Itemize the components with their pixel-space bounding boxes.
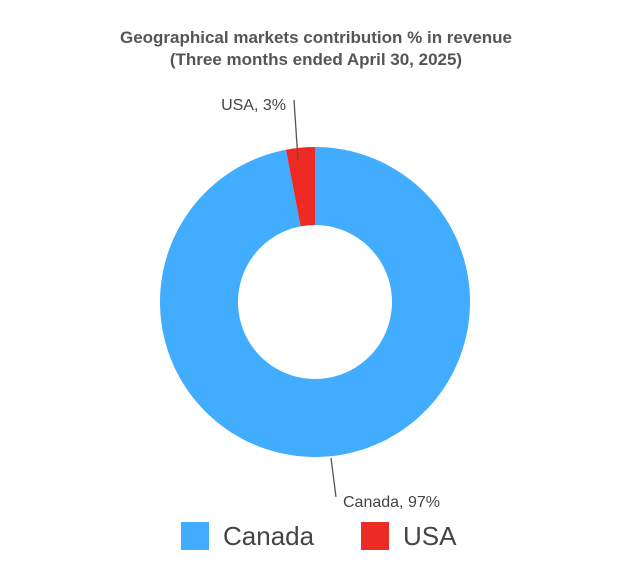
chart-subtitle: (Three months ended April 30, 2025): [169, 50, 463, 69]
legend-swatch-canada: [181, 522, 209, 550]
legend-swatch-usa: [361, 522, 389, 550]
data-label-canada: Canada, 97%: [343, 494, 440, 511]
legend-item-canada: Canada: [181, 518, 314, 554]
slice-usa: [285, 147, 315, 227]
chart-legend: Canada USA: [0, 518, 632, 554]
legend-label-canada: Canada: [223, 520, 315, 551]
chart-title: Geographical markets contribution % in r…: [119, 28, 513, 47]
slice-canada: [160, 147, 471, 458]
leader-line-usa: [293, 99, 299, 161]
legend-item-usa: USA: [361, 518, 456, 554]
legend-label-usa: USA: [403, 520, 457, 551]
leader-line-canada: [330, 457, 337, 498]
data-label-usa: USA, 3%: [221, 97, 286, 114]
